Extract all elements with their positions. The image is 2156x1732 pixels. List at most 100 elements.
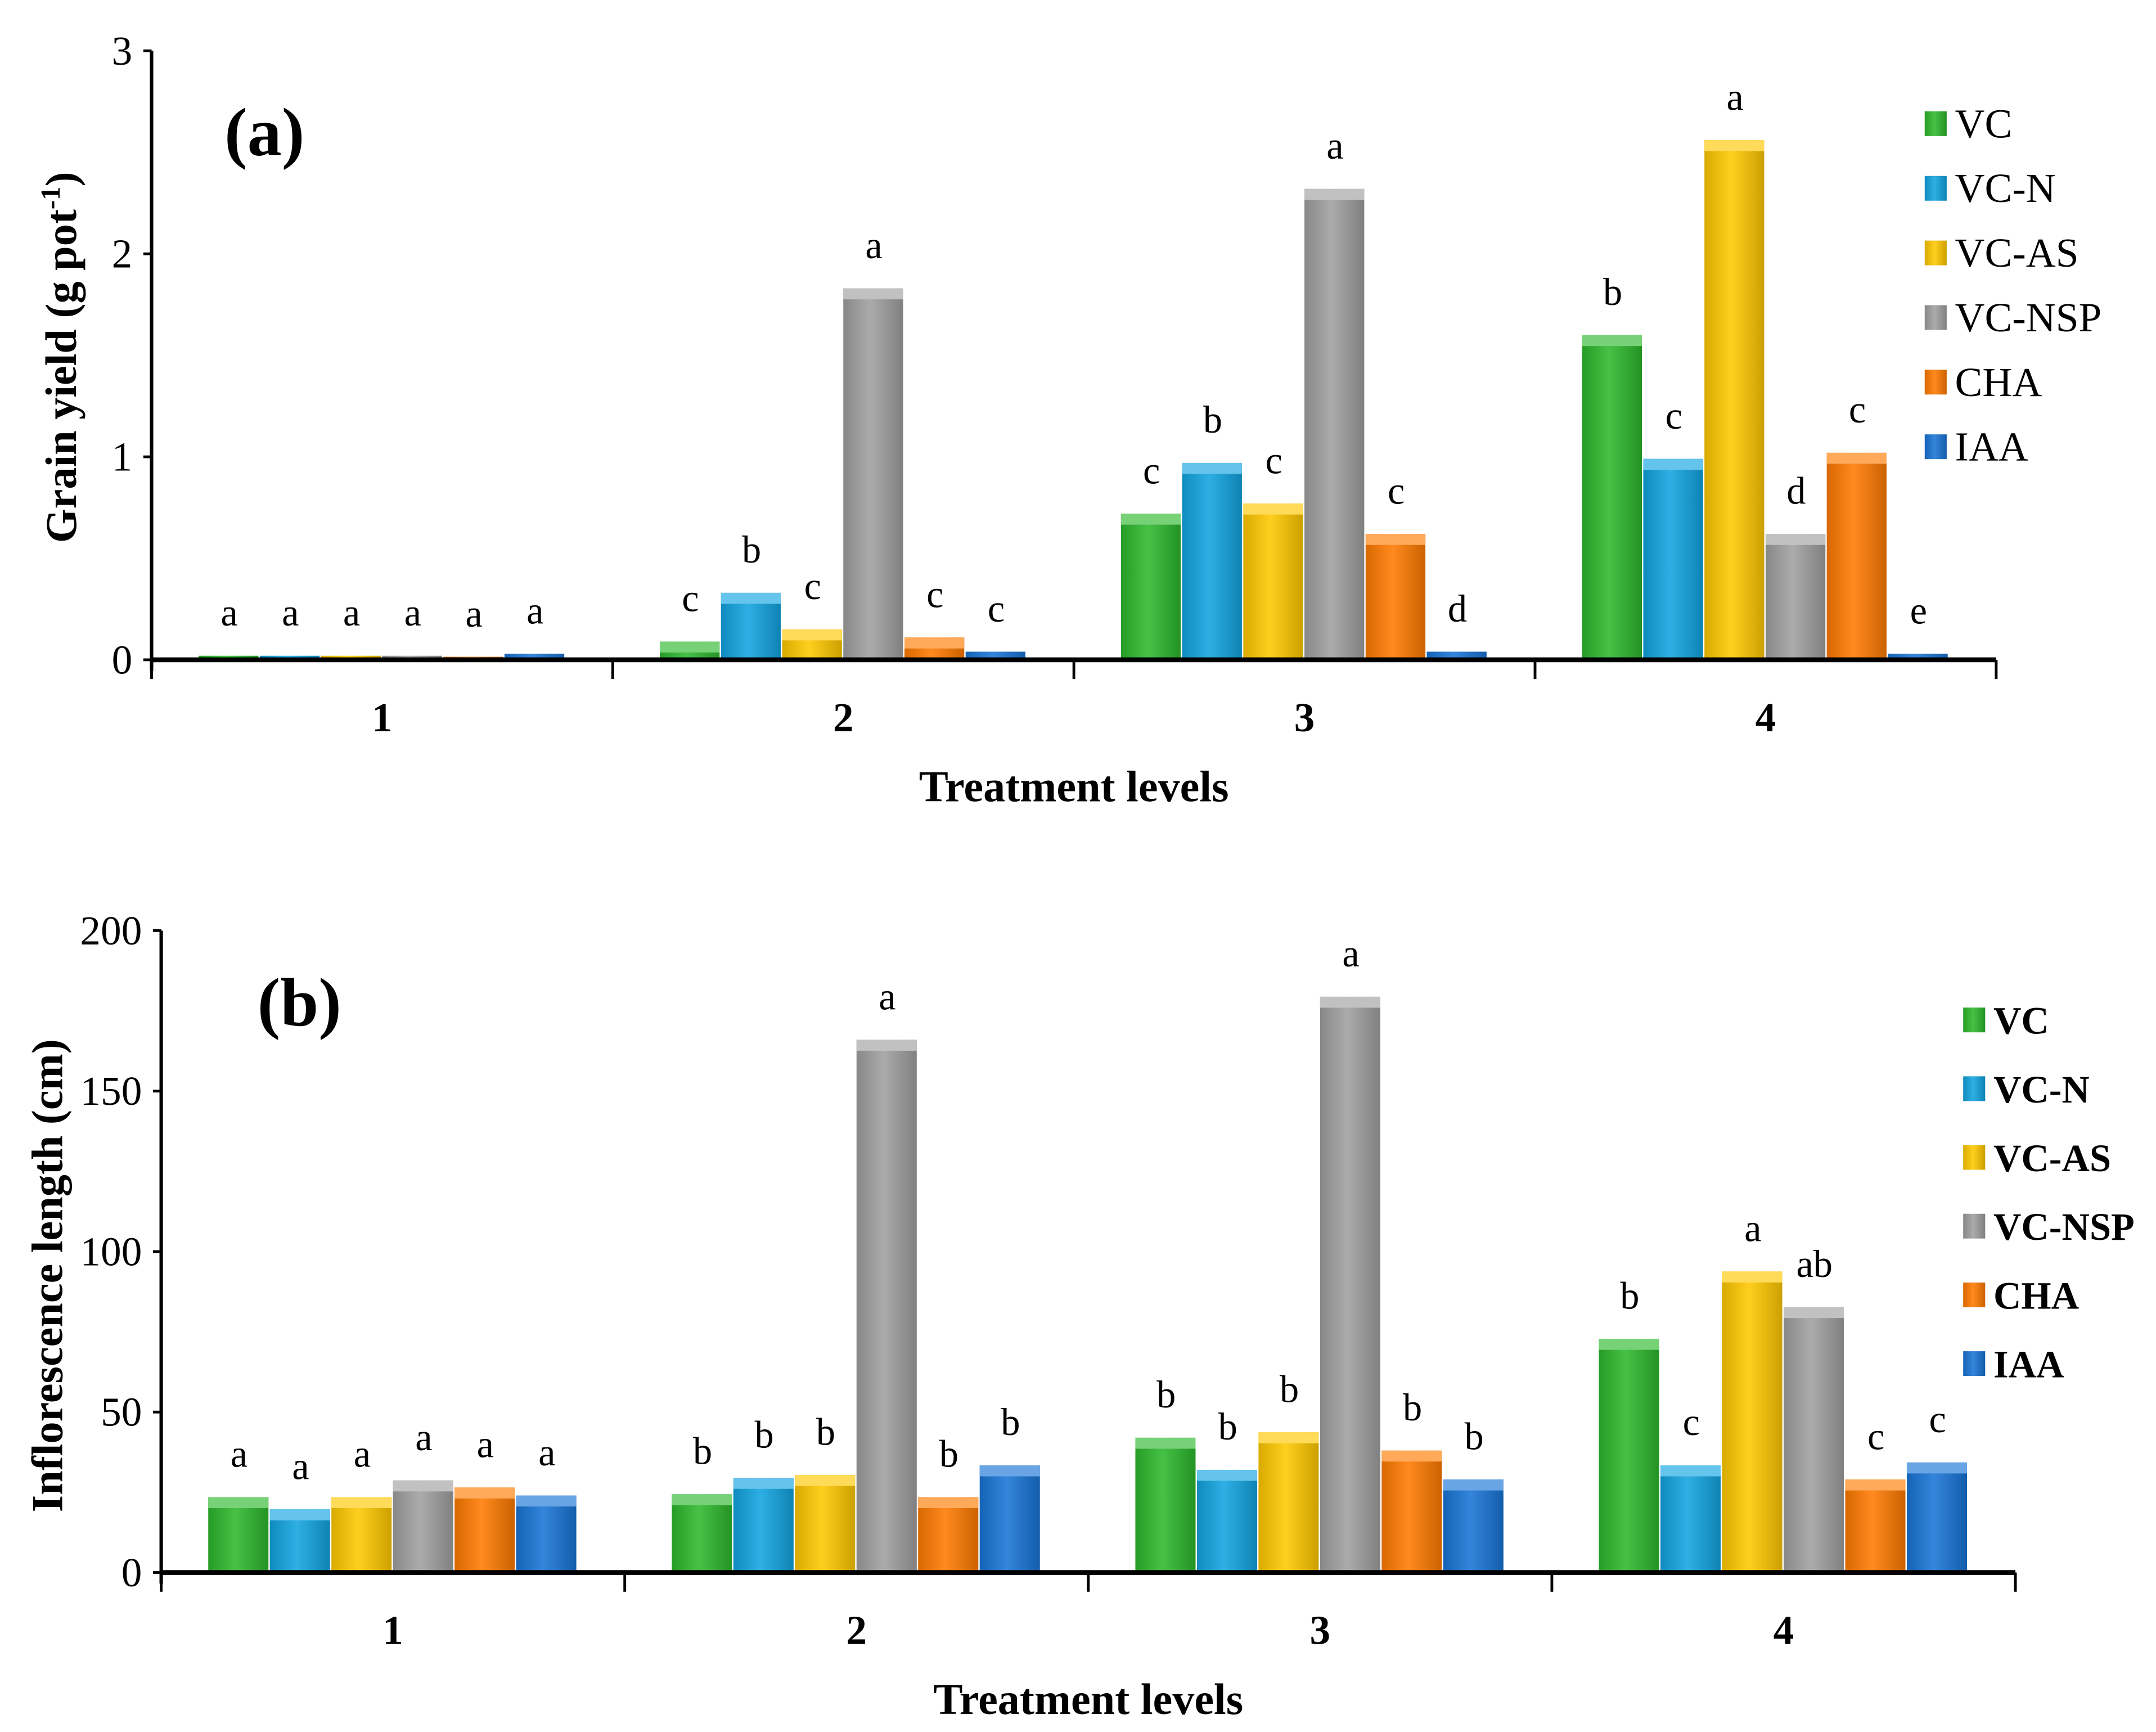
x-axis-title: Treatment levels [933, 1675, 1243, 1724]
bar-vc-as-level-4 [1704, 140, 1765, 660]
significance-letter-cha-level-4: c [1867, 1415, 1884, 1457]
x-tick-label-4: 4 [1756, 695, 1776, 740]
bar-cap-iaa-level-1 [516, 1495, 577, 1507]
bar-cha-level-3 [1365, 534, 1426, 660]
x-tick-label-2: 2 [833, 695, 854, 740]
bar-vc-n-level-3 [1196, 1469, 1257, 1573]
significance-letter-vc-as-level-2: b [816, 1410, 835, 1453]
y-axis-title: Inflorescence length (cm) [23, 1039, 72, 1512]
significance-letter-vc-level-4: b [1603, 271, 1622, 313]
legend-swatch-vc-nsp [1924, 305, 1947, 330]
legend-swatch-vc [1924, 111, 1947, 136]
bar-cap-vc-as-level-3 [1258, 1432, 1319, 1443]
significance-letter-vc-n-level-1: a [282, 591, 299, 634]
y-tick-label-200: 200 [80, 908, 142, 953]
bar-cap-vc-nsp-level-4 [1784, 1307, 1844, 1319]
bar-cap-vc-level-4 [1582, 335, 1642, 347]
bar-cap-cha-level-4 [1826, 452, 1887, 464]
significance-letter-iaa-level-1: a [538, 1431, 555, 1474]
significance-letter-vc-n-level-1: a [292, 1445, 309, 1487]
bar-vc-n-level-4 [1643, 458, 1703, 660]
bar-cap-cha-level-2 [918, 1497, 979, 1508]
significance-letter-vc-level-3: b [1156, 1373, 1176, 1416]
bar-vc-level-1 [208, 1497, 269, 1573]
bar-vc-nsp-level-3 [1304, 188, 1365, 660]
bar-cap-vc-as-level-3 [1243, 503, 1303, 515]
significance-letter-iaa-level-4: e [1910, 589, 1927, 632]
legend-swatch-cha [1963, 1282, 1986, 1307]
bar-vc-level-3 [1135, 1437, 1196, 1573]
significance-letter-vc-n-level-3: b [1218, 1405, 1237, 1448]
significance-letter-cha-level-3: b [1403, 1386, 1422, 1429]
x-tick-label-1: 1 [372, 695, 393, 740]
bar-vc-as-level-1 [331, 1497, 392, 1573]
bar-vc-nsp-level-1 [393, 1480, 453, 1573]
legend-swatch-iaa [1924, 434, 1947, 460]
bar-cap-vc-nsp-level-2 [856, 1040, 917, 1051]
y-tick-label-50: 50 [101, 1389, 142, 1435]
significance-letter-vc-n-level-2: b [754, 1413, 773, 1456]
significance-letter-iaa-level-2: c [988, 587, 1005, 630]
x-axis-title: Treatment levels [919, 762, 1229, 811]
significance-letter-vc-as-level-1: a [354, 1433, 371, 1475]
significance-letter-vc-level-1: a [220, 591, 237, 634]
bar-cap-vc-n-level-4 [1643, 458, 1703, 470]
y-tick-label-1: 1 [112, 434, 133, 480]
bar-vc-as-level-3 [1243, 503, 1303, 660]
bar-cap-vc-as-level-4 [1722, 1271, 1783, 1283]
legend-label-vc: VC [1955, 101, 2013, 146]
y-tick-label-2: 2 [112, 231, 133, 277]
legend-swatch-vc-n [1963, 1076, 1986, 1101]
significance-letter-vc-level-4: b [1620, 1274, 1639, 1317]
legend-swatch-cha [1924, 370, 1947, 395]
bar-vc-n-level-2 [733, 1478, 794, 1573]
x-tick-label-1: 1 [382, 1608, 403, 1653]
legend-swatch-iaa [1963, 1351, 1986, 1376]
legend-swatch-vc-as [1924, 240, 1947, 266]
y-tick-label-3: 3 [112, 28, 133, 74]
panel-label: (b) [258, 965, 341, 1041]
bar-cap-cha-level-4 [1845, 1479, 1906, 1491]
legend-swatch-vc [1963, 1007, 1986, 1033]
bar-iaa-level-1 [504, 654, 565, 660]
significance-letter-vc-nsp-level-2: a [865, 224, 882, 267]
bar-vc-n-level-4 [1660, 1465, 1721, 1573]
significance-letter-vc-as-level-4: a [1744, 1207, 1761, 1250]
significance-letter-vc-as-level-3: c [1266, 439, 1282, 482]
panel-label: (a) [224, 95, 304, 170]
y-tick-label-100: 100 [80, 1229, 142, 1274]
y-tick-label-0: 0 [121, 1550, 142, 1595]
significance-letter-vc-nsp-level-1: a [415, 1416, 432, 1459]
bar-cha-level-3 [1381, 1450, 1442, 1573]
bar-cap-vc-level-3 [1135, 1437, 1196, 1449]
legend-label-vc: VC [1993, 1000, 2049, 1042]
significance-letter-vc-n-level-4: c [1683, 1401, 1700, 1443]
x-tick-label-2: 2 [846, 1608, 867, 1653]
bar-cha-level-1 [454, 1487, 515, 1573]
bar-cap-vc-nsp-level-4 [1765, 534, 1826, 545]
bar-vc-as-level-2 [795, 1475, 856, 1573]
bar-cap-vc-level-4 [1599, 1339, 1659, 1350]
legend-label-vc-nsp: VC-NSP [1955, 295, 2102, 340]
bar-cap-vc-level-2 [672, 1494, 732, 1505]
bar-iaa-level-1 [516, 1495, 577, 1573]
legend-label-cha: CHA [1955, 359, 2042, 405]
bar-cap-vc-as-level-4 [1704, 140, 1765, 151]
bar-cap-vc-nsp-level-2 [843, 288, 903, 300]
legend-swatch-vc-as [1963, 1145, 1986, 1170]
x-tick-label-3: 3 [1294, 695, 1315, 740]
bar-cap-iaa-level-4 [1906, 1462, 1967, 1474]
significance-letter-cha-level-1: a [477, 1423, 494, 1466]
bar-vc-nsp-level-4 [1765, 534, 1826, 660]
significance-letter-vc-as-level-1: a [343, 591, 360, 634]
bar-vc-nsp-level-3 [1320, 996, 1380, 1573]
legend-label-iaa: IAA [1993, 1343, 2064, 1386]
bar-cap-vc-nsp-level-3 [1320, 996, 1380, 1008]
legend-swatch-vc-nsp [1963, 1213, 1986, 1239]
significance-letter-vc-level-2: c [682, 577, 699, 620]
bar-vc-nsp-level-4 [1784, 1307, 1844, 1573]
significance-letter-cha-level-2: c [926, 573, 943, 615]
bar-cap-vc-n-level-4 [1660, 1465, 1721, 1477]
